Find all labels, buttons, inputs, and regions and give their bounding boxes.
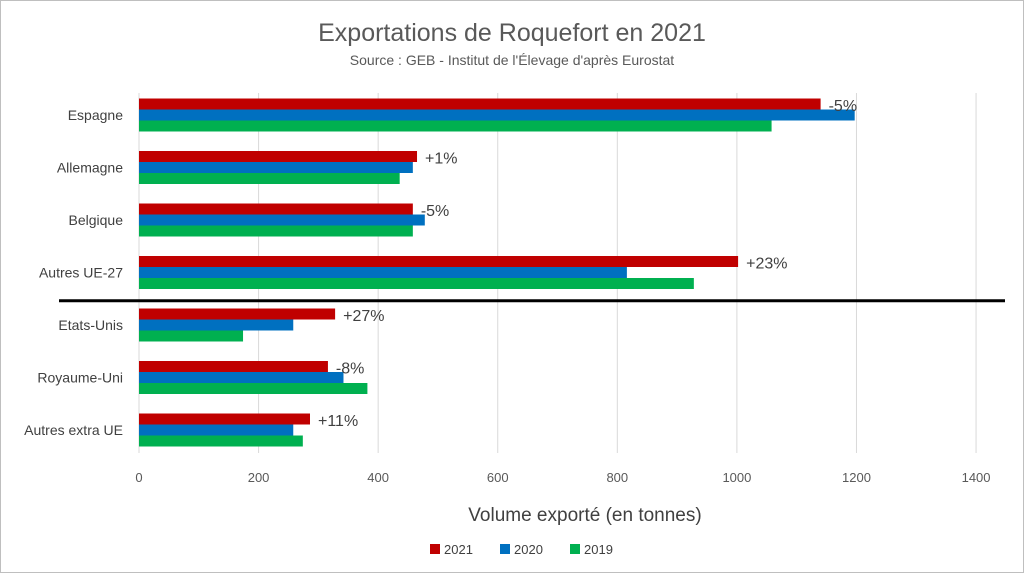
change-annotation: +1% [425,151,457,168]
category-label: Espagne [68,107,123,123]
change-annotation: +27% [343,308,384,325]
x-tick-label: 1400 [962,470,991,485]
bar-2020 [139,319,294,331]
x-tick-label: 1200 [842,470,871,485]
bar-2021 [139,361,328,372]
bar-2020 [139,424,294,436]
bar-2019 [139,173,400,184]
legend-label: 2019 [584,542,613,557]
legend-swatch [570,544,580,554]
bar-2019 [139,120,772,132]
change-annotation: -5% [829,98,857,115]
category-label: Etats-Unis [58,317,123,333]
legend-item-2019: 2019 [570,542,613,557]
change-annotation: -8% [336,361,364,378]
x-tick-label: 200 [248,470,270,485]
bar-2019 [139,383,368,394]
bar-2019 [139,278,694,289]
category-label: Autres extra UE [24,422,123,438]
legend-label: 2021 [444,542,473,557]
bar-2021 [139,308,336,320]
change-annotation: +11% [318,413,358,430]
category-label: Belgique [69,212,124,228]
x-tick-label: 600 [487,470,509,485]
category-label: Allemagne [57,160,123,176]
bar-2021 [139,413,310,425]
bar-2021 [139,151,418,162]
x-axis-title: Volume exporté (en tonnes) [468,505,701,526]
bar-2019 [139,330,244,342]
chart-subtitle: Source : GEB - Institut de l'Élevage d'a… [350,52,675,68]
bar-2021 [139,256,739,267]
bar-2020 [139,109,855,121]
x-tick-label: 1000 [722,470,751,485]
bars [139,98,855,447]
chart-title: Exportations de Roquefort en 2021 [318,19,706,47]
bar-2019 [139,435,303,447]
x-tick-label: 400 [367,470,389,485]
x-axis-ticks: 0 200 400 600 800 1000 1200 1400 [135,470,990,485]
legend-swatch [500,544,510,554]
bar-2021 [139,203,413,215]
category-labels: Espagne Allemagne Belgique Autres UE-27 Etat… [24,107,123,438]
legend-item-2020: 2020 [500,542,543,557]
bar-2020 [139,162,413,173]
bar-2019 [139,225,413,237]
x-tick-label: 0 [135,470,142,485]
category-label: Autres UE-27 [39,265,123,281]
legend-swatch [430,544,440,554]
change-annotation: +23% [746,256,787,273]
legend: 2021 2020 2019 [430,542,613,557]
bar-2020 [139,372,344,383]
bar-2020 [139,267,627,278]
bar-2020 [139,214,425,226]
category-label: Royaume-Uni [37,370,123,386]
annotations: -5% +1% -5% +23% +27% -8% +11% [318,98,857,430]
change-annotation: -5% [421,203,449,220]
legend-label: 2020 [514,542,543,557]
legend-item-2021: 2021 [430,542,473,557]
bar-2021 [139,98,821,110]
x-tick-label: 800 [606,470,628,485]
